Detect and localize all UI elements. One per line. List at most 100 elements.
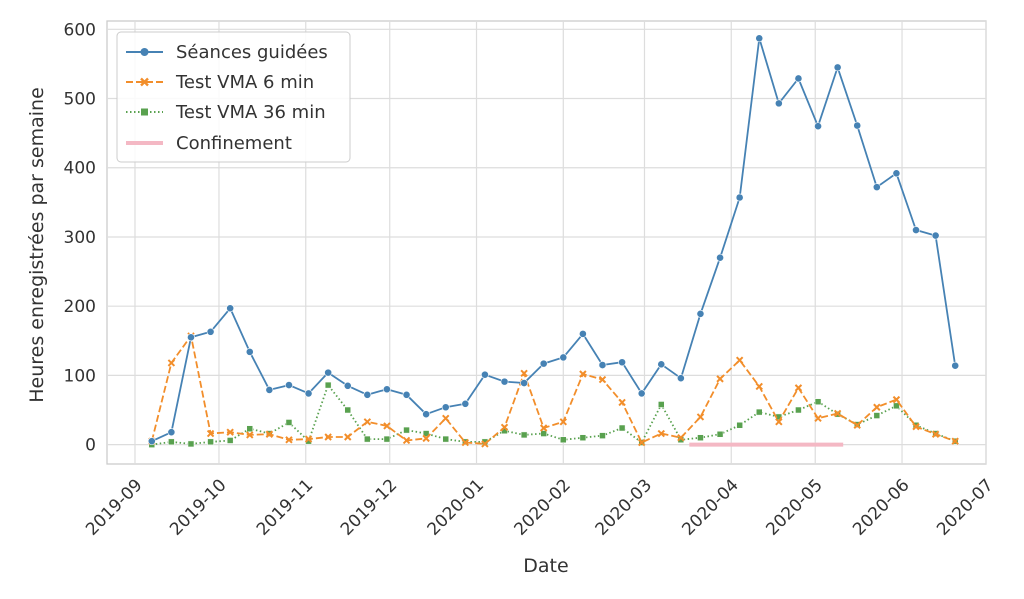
point-test-vma-6-min: [265, 430, 274, 438]
legend-label-test-vma-6: Test VMA 6 min: [175, 72, 314, 93]
point-test-vma-36-min: [599, 432, 606, 439]
point-seances-guidees: [814, 122, 822, 131]
point-test-vma-36-min: [873, 412, 881, 419]
point-seances-guidees: [559, 353, 568, 362]
point-seances-guidees: [951, 361, 960, 370]
point-seances-guidees: [833, 63, 842, 72]
series-line-test-vma-6-min: [150, 334, 956, 445]
point-test-vma-6-min: [951, 437, 959, 445]
x-tick-label: 2019-11: [253, 475, 317, 539]
point-seances-guidees: [245, 347, 254, 356]
point-test-vma-36-min: [422, 430, 430, 437]
point-test-vma-36-min: [324, 381, 332, 389]
point-test-vma-6-min: [167, 359, 176, 367]
point-seances-guidees: [657, 360, 666, 369]
y-axis-label: Heures enregistrées par semaine: [26, 87, 48, 403]
point-test-vma-6-min: [500, 423, 509, 432]
x-tick-label: 2020-01: [424, 475, 488, 539]
point-test-vma-6-min: [304, 435, 313, 443]
point-seances-guidees: [912, 226, 920, 234]
point-seances-guidees: [167, 428, 176, 437]
point-seances-guidees: [461, 399, 470, 408]
point-test-vma-6-min: [814, 414, 822, 423]
point-seances-guidees: [696, 309, 705, 318]
point-seances-guidees: [481, 370, 489, 379]
point-seances-guidees: [931, 231, 940, 240]
legend-marker-test-vma-6: [140, 77, 149, 87]
legend-box: [116, 31, 351, 163]
point-test-vma-6-min: [853, 421, 861, 429]
point-test-vma-36-min: [736, 421, 743, 429]
point-test-vma-6-min: [657, 429, 665, 438]
point-test-vma-36-min: [364, 435, 371, 443]
point-test-vma-6-min: [637, 438, 646, 447]
point-seances-guidees: [147, 437, 156, 446]
y-tick-label: 600: [64, 20, 96, 40]
legend: Séances guidées Test VMA 6 min Test VMA …: [116, 31, 351, 163]
point-test-vma-6-min: [716, 375, 724, 383]
point-test-vma-6-min: [579, 370, 587, 378]
point-test-vma-6-min: [422, 434, 430, 443]
point-test-vma-6-min: [442, 414, 450, 423]
point-seances-guidees: [304, 389, 313, 398]
point-test-vma-36-min: [207, 438, 214, 446]
point-test-vma-6-min: [696, 413, 705, 421]
point-seances-guidees: [892, 169, 901, 178]
point-test-vma-6-min: [226, 428, 234, 436]
point-seances-guidees: [285, 381, 293, 389]
point-seances-guidees: [618, 358, 626, 367]
point-seances-guidees: [539, 359, 548, 368]
point-test-vma-6-min: [559, 418, 568, 426]
point-test-vma-36-min: [344, 406, 351, 414]
point-test-vma-6-min: [775, 418, 783, 426]
point-test-vma-6-min: [873, 403, 881, 411]
y-tick-label: 100: [64, 366, 96, 386]
point-seances-guidees: [853, 121, 862, 130]
legend-label-confinement: Confinement: [176, 133, 292, 154]
x-tick-label: 2020-02: [510, 475, 574, 539]
point-test-vma-6-min: [461, 438, 470, 447]
point-test-vma-6-min: [481, 440, 489, 448]
point-test-vma-6-min: [402, 436, 411, 445]
point-test-vma-6-min: [677, 433, 685, 442]
point-test-vma-6-min: [539, 424, 548, 432]
x-tick-label: 2020-03: [592, 475, 656, 539]
y-tick-label: 400: [64, 159, 96, 179]
point-seances-guidees: [226, 304, 235, 313]
legend-item-confinement: Confinement: [126, 133, 292, 154]
x-tick-label: 2020-05: [762, 475, 826, 539]
point-seances-guidees: [363, 390, 372, 399]
point-seances-guidees: [755, 34, 764, 43]
point-seances-guidees: [402, 390, 411, 399]
point-test-vma-36-min: [246, 425, 254, 432]
point-test-vma-36-min: [893, 402, 900, 410]
point-test-vma-6-min: [363, 418, 372, 426]
x-tick-label: 2020-04: [678, 475, 742, 539]
x-tick-label: 2019-12: [337, 475, 401, 539]
point-test-vma-36-min: [697, 434, 704, 441]
point-test-vma-6-min: [246, 431, 254, 439]
x-tick-label: 2020-07: [933, 475, 997, 539]
point-seances-guidees: [500, 377, 509, 386]
point-seances-guidees: [872, 183, 881, 192]
point-seances-guidees: [383, 385, 391, 394]
point-test-vma-36-min: [795, 406, 802, 414]
legend-item-seances-guidees: Séances guidées: [126, 42, 328, 63]
point-seances-guidees: [324, 368, 333, 377]
point-seances-guidees: [794, 74, 803, 83]
point-test-vma-36-min: [187, 440, 195, 448]
series-layer: [147, 34, 960, 448]
point-seances-guidees: [441, 403, 450, 412]
legend-marker-test-vma-36: [141, 108, 148, 116]
point-test-vma-6-min: [285, 436, 293, 444]
point-seances-guidees: [735, 193, 744, 202]
y-tick-label: 300: [64, 228, 96, 248]
point-test-vma-36-min: [814, 398, 822, 405]
point-test-vma-36-min: [618, 424, 626, 432]
point-test-vma-36-min: [658, 401, 665, 408]
point-test-vma-36-min: [403, 426, 410, 434]
point-seances-guidees: [206, 327, 215, 336]
point-test-vma-36-min: [285, 419, 293, 426]
point-test-vma-36-min: [383, 435, 391, 443]
point-test-vma-6-min: [618, 398, 626, 407]
